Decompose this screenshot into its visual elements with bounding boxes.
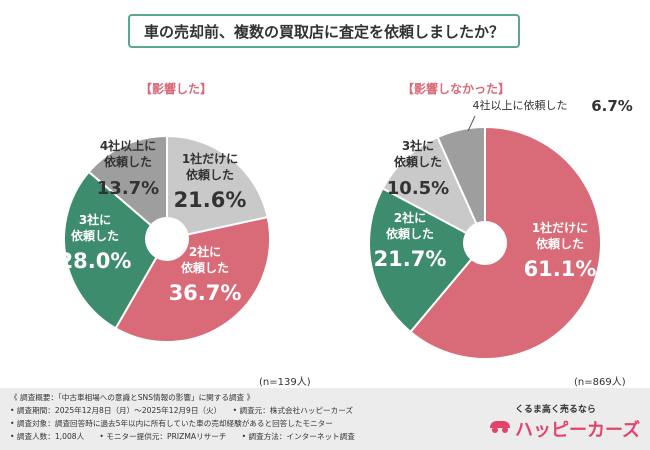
slice-label: 4社以上に	[100, 138, 156, 153]
footer-line: • 調査対象：調査回答時に過去5年以内に所有していた車の売却経験があると回答した…	[10, 419, 333, 428]
slice-value-label: 6.7%	[591, 97, 633, 115]
slice-value-label: 21.6%	[174, 188, 247, 212]
footer-line: 《 調査概要：「中古車相場への意識とSNS情報の影響」に関する調査 》	[10, 393, 255, 402]
pie-center-hole	[463, 221, 507, 265]
slice-label: 依頼した	[181, 260, 229, 275]
slice-label: 3社に	[79, 212, 111, 227]
slice-value-label: 36.7%	[169, 281, 242, 305]
pie-slice	[381, 135, 488, 246]
pie-slice	[166, 134, 269, 241]
slice-value-label: 28.0%	[59, 249, 132, 273]
survey-footer: 《 調査概要：「中古車相場への意識とSNS情報の影響」に関する調査 》 • 調査…	[0, 388, 650, 450]
slice-label: 依頼した	[536, 236, 584, 251]
logo-tagline: くるま高く売るなら	[515, 405, 596, 415]
slice-value-label: 61.1%	[524, 257, 597, 281]
pie-slice	[114, 215, 271, 343]
slice-label: 1社だけに	[532, 220, 588, 235]
chart-title: 車の売却前、複数の買取店に査定を依頼しましたか？	[128, 14, 520, 48]
footer-line: • 調査期間：2025年12月8日（月）〜2025年12月9日（火） • 調査元…	[10, 406, 354, 415]
pie-slice	[368, 187, 487, 334]
pie-slice	[87, 134, 168, 242]
slice-label: 依頼した	[71, 228, 119, 243]
slice-label: 1社だけに	[182, 151, 238, 166]
slice-value-label: 21.7%	[374, 247, 447, 271]
footer-line: • 調査人数：1,008人 • モニター提供元：PRIZMAリサーチ • 調査方…	[10, 432, 355, 441]
slice-label: 依頼した	[394, 154, 442, 169]
leader-line	[467, 115, 476, 132]
car-icon	[490, 421, 510, 433]
left-pie-title: 【影響した】	[140, 82, 213, 96]
slice-label: 2社に	[394, 210, 426, 225]
pie-center-hole	[145, 217, 189, 261]
slice-label: 依頼した	[104, 154, 152, 169]
slice-label: 依頼した	[186, 167, 234, 182]
slice-label: 3社に	[402, 138, 434, 153]
logo-brand: ハッピーカーズ	[515, 420, 641, 441]
right-pie-title: 【影響しなかった】	[402, 82, 511, 96]
slice-label: 2社に	[189, 244, 221, 259]
slice-value-label: 13.7%	[97, 178, 159, 199]
slice-label: 4社以上に依頼した	[473, 98, 568, 112]
right-pie-n-label: (n=869人)	[574, 377, 626, 388]
slice-label: 依頼した	[386, 226, 434, 241]
left-pie-n-label: (n=139人)	[259, 377, 311, 388]
slice-value-label: 10.5%	[387, 178, 449, 199]
pie-slice	[436, 125, 486, 244]
pie-slice	[63, 170, 169, 330]
